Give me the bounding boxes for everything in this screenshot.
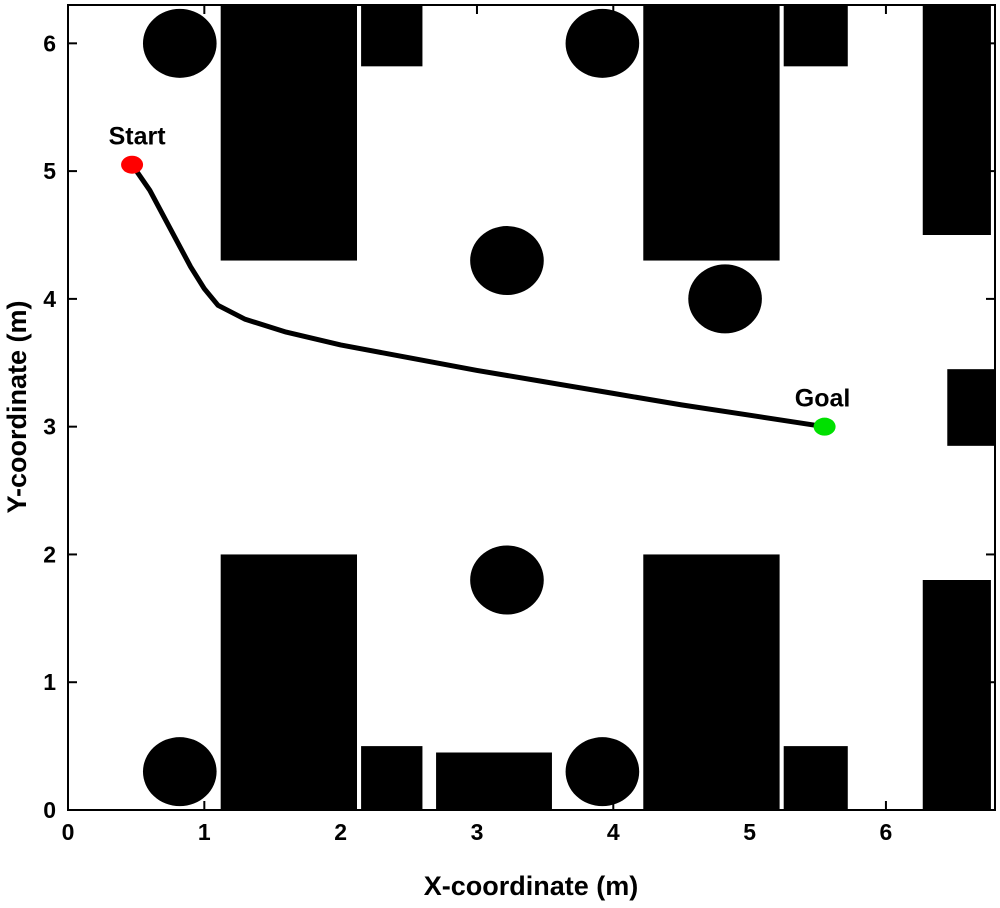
rect-obstacle-12 <box>922 580 991 810</box>
start-marker <box>121 155 144 174</box>
rect-obstacle-8 <box>361 746 423 810</box>
circle-obstacle-2 <box>565 8 640 78</box>
y-axis-label: Y-coordinate (m) <box>2 300 32 513</box>
trajectory-line <box>129 162 828 430</box>
rect-obstacle-6 <box>947 369 995 446</box>
goal-label: Goal <box>795 385 851 413</box>
circle-obstacle-3 <box>470 226 544 296</box>
y-tick-label: 0 <box>43 797 56 823</box>
axes-box <box>67 4 996 811</box>
y-tick-label: 6 <box>43 30 56 56</box>
circle-obstacle-1 <box>142 8 217 78</box>
circle-obstacle-5 <box>470 545 544 615</box>
y-tick-label: 4 <box>43 286 56 312</box>
x-tick-label: 5 <box>743 819 756 845</box>
circle-obstacle-7 <box>565 737 640 807</box>
rect-obstacle-2 <box>361 5 423 67</box>
x-tick-label: 1 <box>198 819 211 845</box>
goal-marker <box>813 417 836 436</box>
x-tick-label: 3 <box>471 819 484 845</box>
rect-obstacle-10 <box>643 554 780 810</box>
rect-obstacle-7 <box>220 554 358 810</box>
y-tick-label: 5 <box>43 158 56 184</box>
x-axis-label: X-coordinate (m) <box>424 871 639 901</box>
x-tick-label: 6 <box>880 819 893 845</box>
circle-obstacle-4 <box>688 264 762 334</box>
x-tick-label: 0 <box>62 819 75 845</box>
rect-obstacle-4 <box>783 5 848 67</box>
rect-obstacle-11 <box>783 746 848 810</box>
rect-obstacle-5 <box>922 5 991 235</box>
plot-area <box>121 5 995 810</box>
y-tick-label: 1 <box>43 669 56 695</box>
rect-obstacle-9 <box>436 752 552 810</box>
rect-obstacle-1 <box>220 5 358 261</box>
rect-obstacle-3 <box>643 5 780 261</box>
circle-obstacle-6 <box>142 737 217 807</box>
start-label: Start <box>109 123 167 151</box>
y-tick-label: 2 <box>43 541 56 567</box>
y-tick-label: 3 <box>43 414 56 440</box>
x-tick-label: 4 <box>607 819 620 845</box>
x-tick-label: 2 <box>334 819 347 845</box>
axes: 0 1 2 3 4 5 6 0 1 2 3 4 5 6 <box>43 4 996 845</box>
